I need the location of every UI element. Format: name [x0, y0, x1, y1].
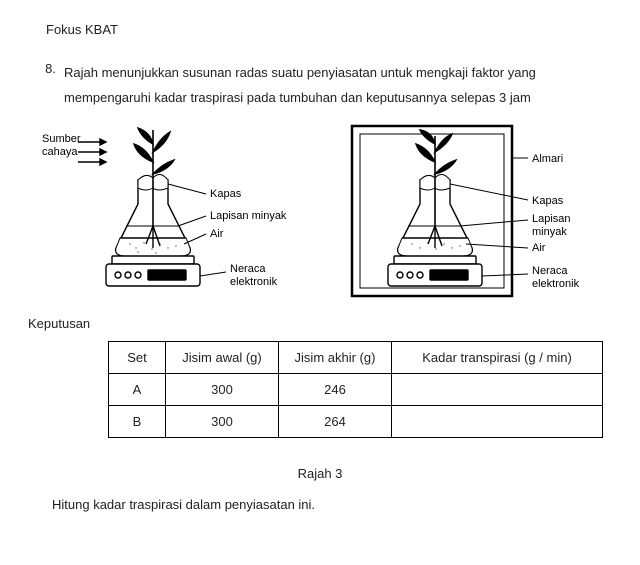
apparatus-b-svg: Almari Kapas Lapisan minyak Air Neraca e… — [322, 122, 602, 302]
figure-caption: Rajah 3 — [28, 466, 612, 481]
label-neraca-a1: Neraca — [230, 263, 266, 275]
diagram-right: Almari Kapas Lapisan minyak Air Neraca e… — [322, 122, 602, 302]
apparatus-a-svg: Sumber cahaya Kapas Lapisan minyak Air N… — [38, 122, 298, 302]
label-neraca-b2: elektronik — [532, 278, 580, 290]
label-kapas-a: Kapas — [210, 188, 242, 200]
table-row: A 300 246 — [109, 374, 603, 406]
table-row: B 300 264 — [109, 406, 603, 438]
th-jisim-awal: Jisim awal (g) — [166, 342, 279, 374]
cell-kadar-b — [392, 406, 603, 438]
cell-set-b: B — [109, 406, 166, 438]
label-kapas-b: Kapas — [532, 195, 564, 207]
th-jisim-akhir: Jisim akhir (g) — [279, 342, 392, 374]
cell-akhir-b: 264 — [279, 406, 392, 438]
label-neraca-b1: Neraca — [532, 265, 568, 277]
label-air-a: Air — [210, 228, 224, 240]
cell-akhir-a: 246 — [279, 374, 392, 406]
cell-awal-b: 300 — [166, 406, 279, 438]
results-heading: Keputusan — [28, 316, 612, 331]
question-block: 8. Rajah menunjukkan susunan radas suatu… — [28, 61, 612, 110]
label-minyak-b1: Lapisan — [532, 213, 571, 225]
th-kadar: Kadar transpirasi (g / min) — [392, 342, 603, 374]
label-cahaya: cahaya — [42, 146, 78, 158]
label-neraca-a2: elektronik — [230, 276, 278, 288]
instruction-text: Hitung kadar traspirasi dalam penyiasata… — [52, 497, 612, 512]
diagram-left: Sumber cahaya Kapas Lapisan minyak Air N… — [38, 122, 298, 302]
question-text: Rajah menunjukkan susunan radas suatu pe… — [64, 61, 612, 110]
label-minyak-b2: minyak — [532, 226, 567, 238]
label-sumber: Sumber — [42, 133, 81, 145]
label-minyak-a: Lapisan minyak — [210, 210, 287, 222]
label-air-b: Air — [532, 242, 546, 254]
th-set: Set — [109, 342, 166, 374]
table-header-row: Set Jisim awal (g) Jisim akhir (g) Kadar… — [109, 342, 603, 374]
diagram-zone: Sumber cahaya Kapas Lapisan minyak Air N… — [28, 122, 612, 302]
cell-set-a: A — [109, 374, 166, 406]
document-page: Fokus KBAT 8. Rajah menunjukkan susunan … — [0, 0, 640, 536]
results-table: Set Jisim awal (g) Jisim akhir (g) Kadar… — [108, 341, 603, 438]
cell-kadar-a — [392, 374, 603, 406]
label-almari: Almari — [532, 153, 563, 165]
question-number: 8. — [28, 61, 64, 76]
cell-awal-a: 300 — [166, 374, 279, 406]
section-title: Fokus KBAT — [46, 22, 612, 37]
